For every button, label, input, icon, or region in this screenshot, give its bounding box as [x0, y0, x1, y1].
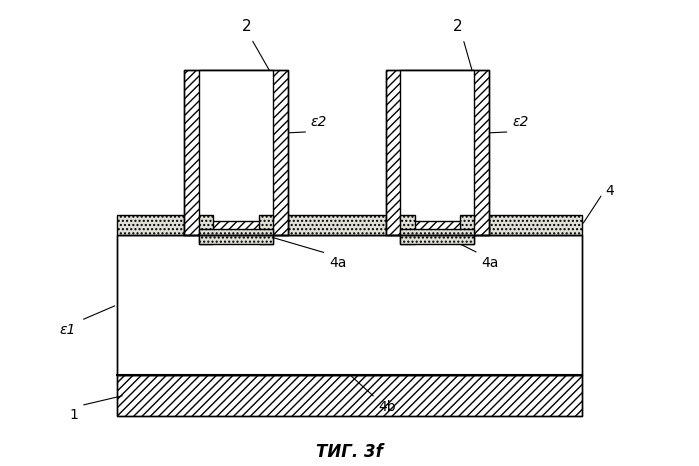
Bar — [185, 70, 287, 235]
Text: 4b: 4b — [378, 400, 396, 414]
Bar — [287, 215, 386, 235]
Text: ε1: ε1 — [59, 323, 76, 337]
Bar — [199, 229, 273, 244]
Bar — [400, 215, 415, 244]
Bar — [117, 235, 582, 375]
Bar — [400, 70, 475, 221]
Bar — [386, 70, 489, 235]
Bar — [259, 215, 273, 244]
Bar — [185, 70, 287, 235]
Text: ΤИГ. 3f: ΤИГ. 3f — [316, 443, 383, 461]
Bar — [117, 235, 582, 375]
Text: ε2: ε2 — [311, 115, 327, 129]
Text: 2: 2 — [241, 19, 251, 34]
Bar — [117, 375, 582, 416]
Text: 4: 4 — [605, 184, 614, 198]
Text: 4a: 4a — [481, 256, 498, 270]
Bar — [199, 215, 213, 244]
Bar — [117, 375, 582, 416]
Bar — [489, 215, 582, 235]
Text: 2: 2 — [453, 19, 463, 34]
Bar — [460, 215, 475, 244]
Bar — [400, 229, 475, 244]
Text: ε2: ε2 — [512, 115, 528, 129]
Text: 1: 1 — [70, 408, 78, 422]
Bar — [117, 215, 185, 235]
Bar — [386, 70, 489, 235]
Bar — [199, 70, 273, 221]
Text: 4a: 4a — [329, 256, 346, 270]
